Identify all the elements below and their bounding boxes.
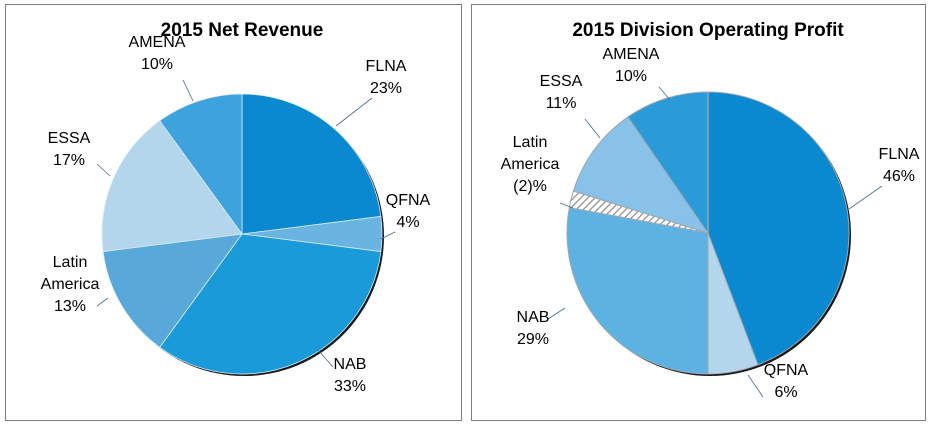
data-label-latin-america: Latin America 13% <box>41 254 100 315</box>
data-label-nab: NAB 29% <box>517 309 550 348</box>
leader-line <box>559 202 574 209</box>
leader-line <box>584 118 601 139</box>
pie-slice-essa <box>101 120 243 252</box>
leader-line <box>96 163 111 177</box>
leader-line <box>658 86 671 101</box>
leader-line <box>182 79 194 102</box>
pie-net-revenue: FLNA 23% QFNA 4% NAB 33% Latin America 13% ESSA 17… <box>41 34 431 395</box>
leader-line <box>747 374 764 398</box>
chart-title-net-revenue: 2015 Net Revenue <box>161 20 324 41</box>
leader-line <box>848 185 883 210</box>
data-label-qfna: QFNA 4% <box>386 192 431 231</box>
pie-slice-amena <box>159 93 243 236</box>
pie-slice-latin-america <box>102 233 243 348</box>
pie-operating-profit: FLNA 46% QFNA 6% NAB 29% Latin America (2)% ESSA 1… <box>501 46 920 401</box>
leader-line <box>96 297 109 307</box>
data-label-flna: FLNA 46% <box>879 146 920 185</box>
chart-title-operating-profit: 2015 Division Operating Profit <box>572 20 844 41</box>
data-label-nab: NAB 33% <box>334 356 367 395</box>
data-label-amena: AMENA 10% <box>603 46 660 85</box>
pie-slice-essa <box>572 116 710 234</box>
data-label-essa: ESSA 17% <box>48 130 91 169</box>
data-label-essa: ESSA 11% <box>540 73 583 112</box>
pie-slice-amena <box>627 91 709 235</box>
data-label-amena: AMENA 10% <box>129 34 186 73</box>
leader-line <box>380 231 396 240</box>
data-label-latin-america: Latin America (2)% <box>501 134 560 195</box>
pie-slice-flna <box>707 91 850 366</box>
leader-line <box>335 97 373 127</box>
pie-slice-nab <box>159 233 382 375</box>
leader-line <box>317 349 334 368</box>
pie-slice-nab <box>566 207 709 375</box>
leader-line <box>547 307 566 320</box>
data-label-flna: FLNA 23% <box>366 58 407 97</box>
data-label-qfna: QFNA 6% <box>764 362 809 401</box>
pie-slice-flna <box>241 93 382 235</box>
